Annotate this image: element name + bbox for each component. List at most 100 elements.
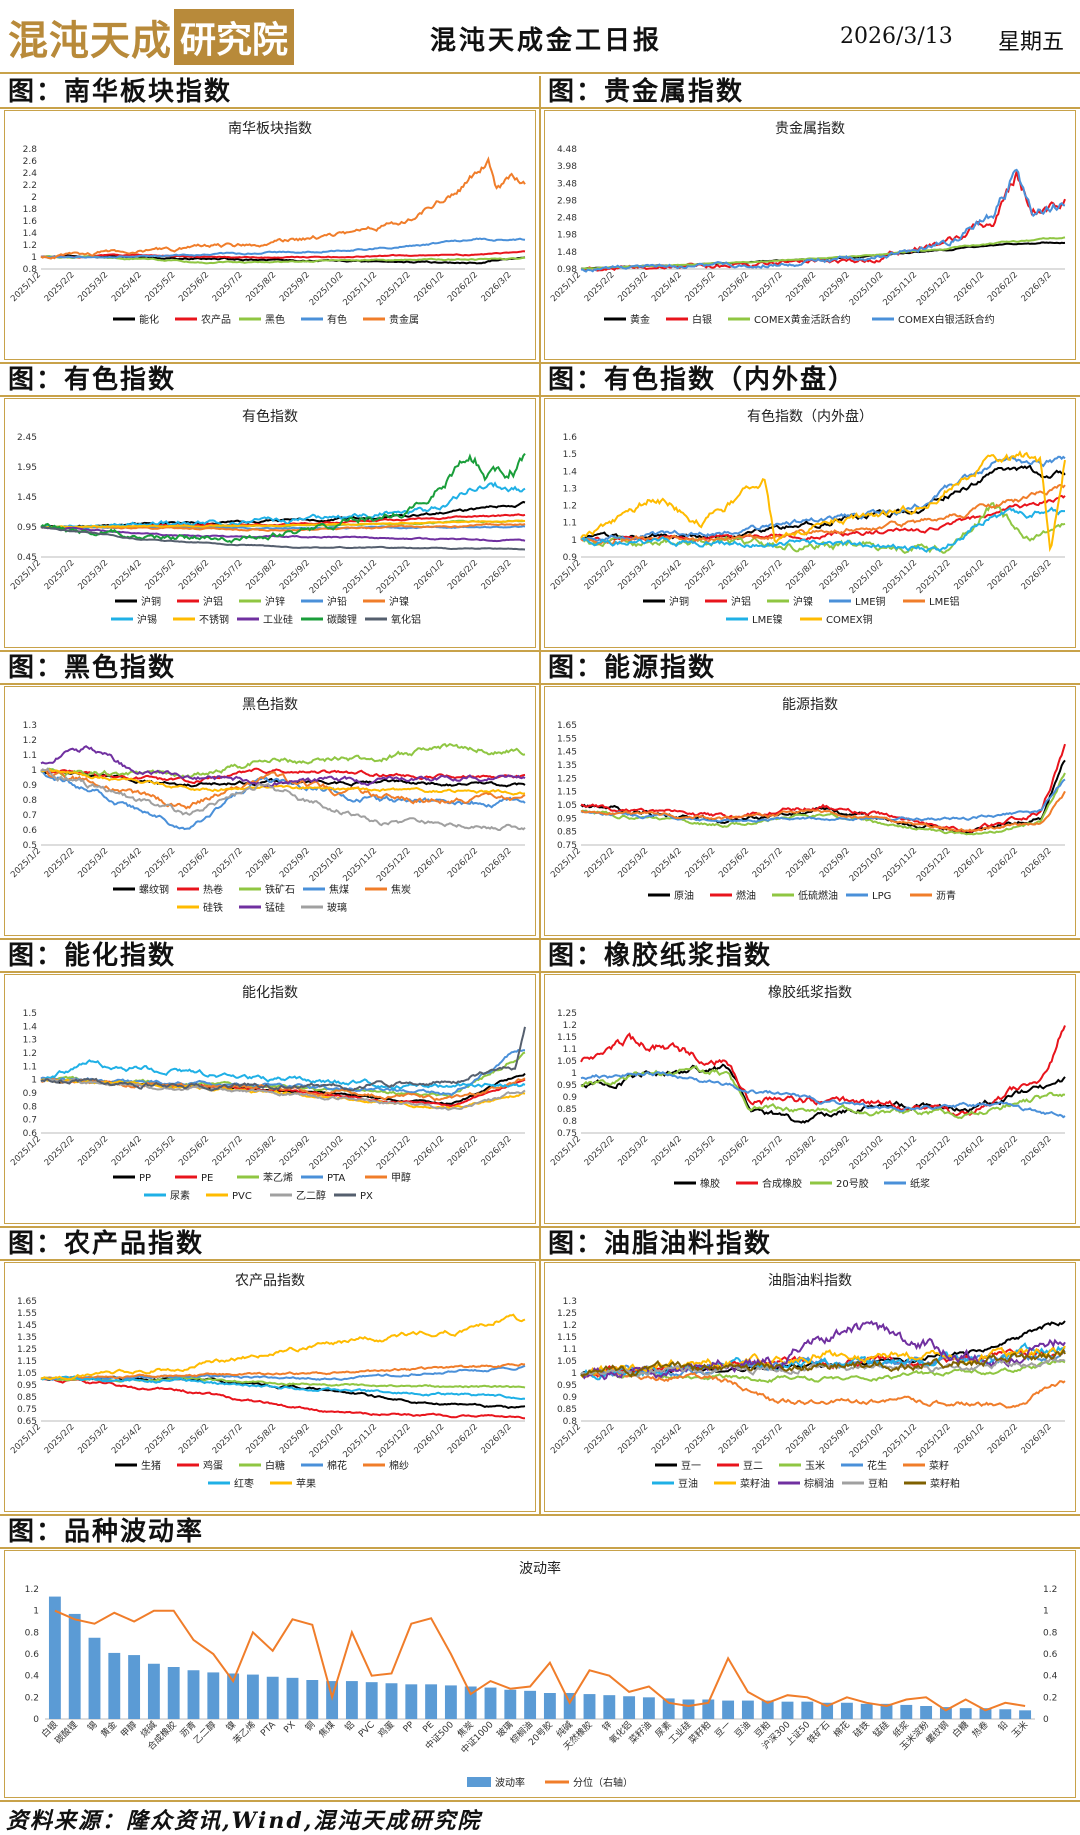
y-tick-label: 1.5 xyxy=(23,1009,37,1019)
x-tick-label: 2025/10/2 xyxy=(308,270,346,308)
y2-tick-label: 0.8 xyxy=(1043,1628,1058,1638)
y2-tick-label: 0.6 xyxy=(1043,1650,1058,1660)
bar xyxy=(88,1637,101,1719)
bar xyxy=(385,1683,398,1719)
series-line xyxy=(40,768,526,796)
x-tick-label: 2025/9/2 xyxy=(818,558,852,592)
legend-label: 能化 xyxy=(139,313,159,326)
x-tick-label: 2025/10/2 xyxy=(308,558,346,596)
y-tick-label: 1.05 xyxy=(17,1369,37,1379)
series-line xyxy=(40,1375,526,1401)
section-title-ferrous: 图：黑色指数 xyxy=(8,653,177,683)
legend-label: 沪锌 xyxy=(265,595,285,608)
section-title-energy-chem: 图：能化指数 xyxy=(8,941,177,971)
x-tick-label: 2025/9/2 xyxy=(818,270,852,304)
x-tick-label: 2025/1/2 xyxy=(549,846,583,880)
x-tick-label: 2025/12/2 xyxy=(375,1134,413,1172)
x-tick-label: 2025/3/2 xyxy=(76,846,110,880)
legend-label: 铁矿石 xyxy=(265,883,295,896)
legend-label: PVC xyxy=(232,1191,252,1202)
x-tick-label: 2025/1/2 xyxy=(9,1134,43,1168)
y-tick-label: 1.3 xyxy=(23,1036,37,1046)
y-tick-label: 1.25 xyxy=(17,1345,37,1355)
bar xyxy=(108,1652,121,1719)
x-tick-label: 2026/1/2 xyxy=(952,270,986,304)
x-tick-label: 2026/3/2 xyxy=(1020,846,1054,880)
x-tick-label: 2025/11/2 xyxy=(881,846,919,884)
x-tick-label: 2026/3/2 xyxy=(480,558,514,592)
bar xyxy=(266,1676,279,1719)
y-tick-label: 1 xyxy=(571,1069,577,1079)
legend-label: 20号胶 xyxy=(836,1177,869,1190)
x-tick-label: 2025/8/2 xyxy=(244,846,278,880)
series-line xyxy=(40,1362,526,1380)
x-tick-label: 2025/4/2 xyxy=(650,558,684,592)
x-tick-label: 2025/7/2 xyxy=(211,846,245,880)
x-tick-label: 2025/9/2 xyxy=(278,558,312,592)
x-tick-label: PE xyxy=(421,1720,436,1735)
x-tick-label: 2025/2/2 xyxy=(583,1422,617,1456)
y-tick-label: 0.5 xyxy=(23,841,37,851)
bar xyxy=(128,1655,141,1719)
x-tick-label: 碳酸锂 xyxy=(52,1719,80,1747)
x-tick-label: PP xyxy=(402,1720,417,1735)
legend-label: 玻璃 xyxy=(327,901,347,914)
bar xyxy=(68,1613,81,1719)
bar xyxy=(662,1698,675,1719)
chart-title: 波动率 xyxy=(519,1560,561,1577)
x-tick-label: 2025/8/2 xyxy=(784,1134,818,1168)
x-tick-label: 2025/7/2 xyxy=(751,1134,785,1168)
x-tick-label: 2026/3/2 xyxy=(480,1134,514,1168)
x-tick-label: 2026/3/2 xyxy=(1020,1422,1054,1456)
chart-nonferrous: 有色指数 0.45 0.95 1.45 1.95 2.45 2025/1/2 2025/2/2… xyxy=(4,398,536,648)
legend-label: 工业硅 xyxy=(263,613,293,626)
x-tick-label: 2025/3/2 xyxy=(616,846,650,880)
x-tick-label: 鸡蛋 xyxy=(375,1719,396,1740)
x-tick-label: 2025/10/2 xyxy=(308,1134,346,1172)
y-tick-label: 1.1 xyxy=(563,1045,577,1055)
series-line xyxy=(580,1071,1066,1119)
x-tick-label: 2025/3/2 xyxy=(616,1422,650,1456)
y-tick-label: 0.8 xyxy=(23,265,38,275)
x-tick-label: PX xyxy=(282,1720,297,1735)
x-tick-label: 2025/3/2 xyxy=(616,270,650,304)
bar xyxy=(563,1693,576,1719)
x-tick-label: 2025/5/2 xyxy=(683,846,717,880)
page-title: 混沌天成金工日报 xyxy=(430,26,663,56)
x-tick-label: 2025/5/2 xyxy=(683,270,717,304)
y-tick-label: 1.1 xyxy=(23,751,37,761)
x-tick-label: 2025/11/2 xyxy=(341,846,379,884)
x-tick-label: 2026/1/2 xyxy=(412,1134,446,1168)
x-tick-label: 2025/7/2 xyxy=(751,558,785,592)
section-title-vol: 图：品种波动率 xyxy=(8,1517,205,1547)
x-tick-label: 2025/4/2 xyxy=(650,1134,684,1168)
y-tick-label: 1.15 xyxy=(17,1357,37,1367)
x-tick-label: 2026/2/2 xyxy=(986,558,1020,592)
y-tick-label: 1 xyxy=(571,536,577,546)
y-tick-label: 1.2 xyxy=(563,1321,577,1331)
x-tick-label: 2025/1/2 xyxy=(9,270,43,304)
y-tick-label: 1.2 xyxy=(563,502,577,512)
bar xyxy=(642,1697,655,1719)
y-tick-label: 1 xyxy=(33,1607,39,1617)
bar xyxy=(900,1704,913,1719)
x-tick-label: 2025/8/2 xyxy=(784,1422,818,1456)
x-tick-label: 2026/2/2 xyxy=(986,846,1020,880)
x-tick-label: 2025/6/2 xyxy=(717,270,751,304)
y-tick-label: 2 xyxy=(31,193,37,203)
legend-label: 螺纹钢 xyxy=(139,883,169,896)
x-tick-label: 2025/2/2 xyxy=(43,558,77,592)
x-tick-label: 2025/6/2 xyxy=(177,1134,211,1168)
bar xyxy=(504,1689,517,1719)
bar xyxy=(444,1685,457,1719)
y-tick-label: 1.15 xyxy=(557,788,577,798)
section-title-nanhua: 图：南华板块指数 xyxy=(8,77,233,107)
x-tick-label: 2025/1/2 xyxy=(9,558,43,592)
y2-tick-label: 1 xyxy=(1043,1607,1049,1617)
legend-label: 农产品 xyxy=(201,313,231,326)
x-tick-label: 2025/12/2 xyxy=(375,270,413,308)
percentile-line xyxy=(54,1609,1026,1712)
series-line xyxy=(40,255,526,265)
legend-label: 豆一 xyxy=(681,1460,701,1472)
y-tick-label: 1.25 xyxy=(557,1309,577,1319)
